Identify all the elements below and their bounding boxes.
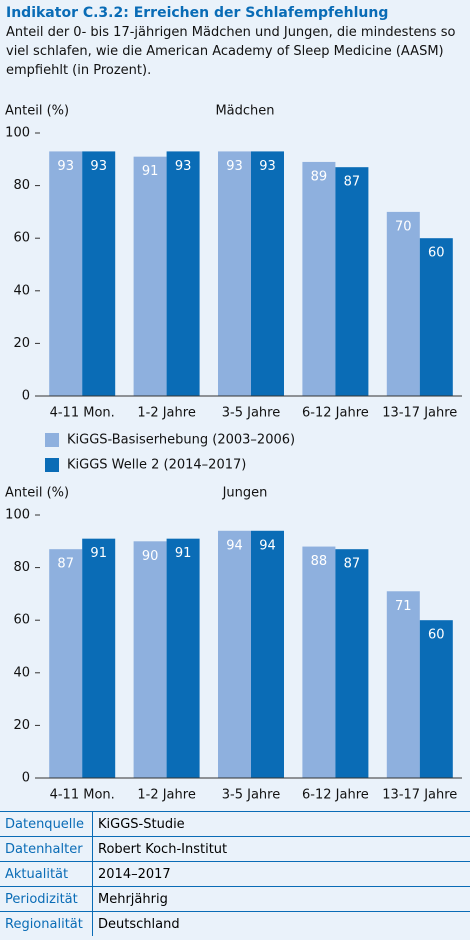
bar bbox=[302, 546, 336, 778]
bar bbox=[251, 151, 284, 396]
bar bbox=[251, 530, 284, 778]
legend-swatch bbox=[45, 433, 59, 447]
header: Indikator C.3.2: Erreichen der Schlafemp… bbox=[0, 0, 470, 83]
bar bbox=[419, 238, 453, 396]
legend-label: KiGGS-Basiserhebung (2003–2006) bbox=[67, 433, 295, 448]
x-tick-label: 4-11 Mon. bbox=[50, 406, 115, 421]
info-row: Datenquelle KiGGS-Studie bbox=[0, 811, 470, 837]
bar bbox=[386, 211, 420, 396]
y-tick-label: 60 bbox=[13, 231, 30, 246]
y-tick-label: 60 bbox=[13, 613, 30, 628]
y-tick-label: 40 bbox=[13, 283, 30, 298]
value-label: 60 bbox=[428, 628, 445, 643]
value-label: 90 bbox=[142, 549, 159, 564]
info-key: Regionalität bbox=[0, 911, 93, 936]
charts: Anteil (%) Mädchen 0 20 40 60 80 100 4-11 Mon. 93… bbox=[5, 104, 462, 803]
x-tick-label: 3-5 Jahre bbox=[222, 406, 280, 421]
value-label: 93 bbox=[259, 159, 276, 174]
info-key: Datenhalter bbox=[0, 836, 93, 862]
legend-swatch bbox=[45, 458, 59, 472]
bar bbox=[335, 167, 369, 396]
info-row: Aktualität 2014–2017 bbox=[0, 861, 470, 887]
title: Indikator C.3.2: Erreichen der Schlafemp… bbox=[6, 5, 389, 21]
value-label: 70 bbox=[395, 219, 412, 234]
y-axis-label: Anteil (%) bbox=[5, 486, 69, 501]
value-label: 87 bbox=[344, 557, 361, 572]
bar bbox=[218, 530, 251, 778]
subtitle: Anteil der 0- bis 17-jährigen Mädchen un… bbox=[6, 25, 456, 78]
chart-title: Jungen bbox=[222, 486, 268, 501]
bar bbox=[302, 161, 336, 396]
legend-label: KiGGS Welle 2 (2014–2017) bbox=[67, 458, 246, 473]
bar bbox=[166, 151, 200, 396]
y-tick-label: 40 bbox=[13, 665, 30, 680]
info-value: 2014–2017 bbox=[92, 861, 470, 887]
info-value: Robert Koch-Institut bbox=[92, 836, 470, 862]
y-tick-label: 0 bbox=[22, 771, 30, 786]
info-key: Datenquelle bbox=[0, 811, 93, 837]
value-label: 60 bbox=[428, 246, 445, 261]
value-label: 93 bbox=[226, 159, 243, 174]
value-label: 91 bbox=[175, 546, 192, 561]
bar bbox=[49, 549, 83, 778]
y-tick-label: 80 bbox=[13, 178, 30, 193]
bar bbox=[82, 151, 116, 396]
chart-title: Mädchen bbox=[215, 104, 274, 119]
bar bbox=[133, 541, 167, 778]
bar bbox=[82, 538, 116, 778]
bar bbox=[419, 620, 453, 778]
bar bbox=[218, 151, 251, 396]
x-tick-label: 6-12 Jahre bbox=[302, 788, 369, 803]
bar bbox=[335, 549, 369, 778]
info-value: KiGGS-Studie bbox=[92, 811, 470, 837]
info-row: Regionalität Deutschland bbox=[0, 911, 470, 936]
value-label: 88 bbox=[311, 554, 328, 569]
info-key: Aktualität bbox=[0, 861, 93, 887]
bar bbox=[166, 538, 200, 778]
value-label: 93 bbox=[175, 159, 192, 174]
value-label: 89 bbox=[311, 169, 328, 184]
y-tick-label: 100 bbox=[5, 126, 30, 141]
y-tick-label: 0 bbox=[22, 389, 30, 404]
bar bbox=[386, 591, 420, 778]
value-label: 94 bbox=[259, 538, 276, 553]
y-axis-label: Anteil (%) bbox=[5, 104, 69, 119]
x-tick-label: 4-11 Mon. bbox=[50, 788, 115, 803]
info-key: Periodizität bbox=[0, 886, 93, 912]
y-tick-label: 20 bbox=[13, 336, 30, 351]
info-value: Deutschland bbox=[92, 911, 470, 936]
x-tick-label: 1-2 Jahre bbox=[137, 406, 195, 421]
info-row: Datenhalter Robert Koch-Institut bbox=[0, 836, 470, 862]
value-label: 87 bbox=[344, 175, 361, 190]
bar bbox=[133, 156, 167, 396]
info-row: Periodizität Mehrjährig bbox=[0, 886, 470, 912]
x-tick-label: 13-17 Jahre bbox=[382, 406, 457, 421]
value-label: 87 bbox=[57, 557, 74, 572]
bar bbox=[49, 151, 83, 396]
value-label: 91 bbox=[90, 546, 107, 561]
value-label: 71 bbox=[395, 599, 412, 614]
x-tick-label: 1-2 Jahre bbox=[137, 788, 195, 803]
value-label: 94 bbox=[226, 538, 243, 553]
y-tick-label: 80 bbox=[13, 560, 30, 575]
x-tick-label: 3-5 Jahre bbox=[222, 788, 280, 803]
y-tick-label: 20 bbox=[13, 718, 30, 733]
value-label: 93 bbox=[57, 159, 74, 174]
y-tick-label: 100 bbox=[5, 508, 30, 523]
value-label: 93 bbox=[90, 159, 107, 174]
x-tick-label: 6-12 Jahre bbox=[302, 406, 369, 421]
x-tick-label: 13-17 Jahre bbox=[382, 788, 457, 803]
value-label: 91 bbox=[142, 164, 159, 179]
info-value: Mehrjährig bbox=[92, 886, 470, 912]
info-table: Datenquelle KiGGS-Studie Datenhalter Robert… bbox=[0, 811, 470, 936]
